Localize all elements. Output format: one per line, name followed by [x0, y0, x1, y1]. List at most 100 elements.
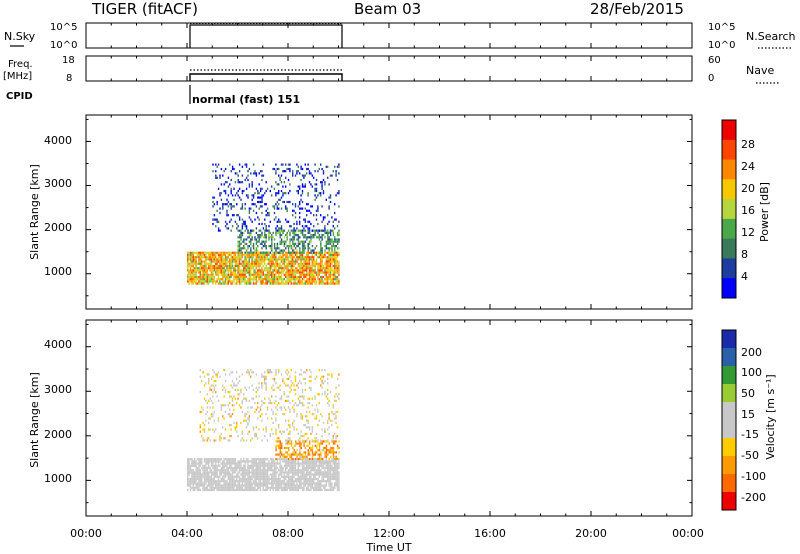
velocity-pixel — [224, 484, 227, 487]
power-pixel — [202, 282, 204, 285]
power-pixel — [194, 275, 196, 279]
power-pixel — [332, 229, 335, 232]
velocity-pixel — [240, 464, 242, 467]
power-pixel — [307, 280, 309, 283]
power-pixel — [331, 251, 333, 254]
power-pixel — [287, 280, 290, 283]
power-pixel — [332, 278, 334, 281]
power-pixel — [315, 209, 318, 212]
power-pixel — [296, 249, 298, 252]
power-pixel — [324, 249, 326, 252]
velocity-pixel — [188, 458, 190, 461]
power-pixel — [240, 249, 242, 252]
velocity-pixel — [201, 473, 203, 476]
power-pixel — [300, 194, 302, 197]
velocity-pixel — [307, 484, 309, 487]
velocity-pixel — [241, 480, 243, 483]
velocity-pixel — [241, 469, 243, 472]
velocity-pixel — [234, 466, 236, 470]
power-pixel — [276, 264, 278, 268]
power-pixel — [275, 282, 277, 285]
power-pixel — [212, 278, 214, 281]
power-pixel — [261, 258, 263, 261]
velocity-pixel — [269, 464, 271, 467]
power-pixel — [308, 258, 311, 261]
velocity-pixel — [243, 473, 245, 476]
power-pixel — [276, 271, 278, 274]
power-pixel — [255, 238, 258, 241]
power-pixel — [332, 273, 334, 276]
power-pixel — [216, 165, 218, 168]
power-pixel — [296, 267, 298, 270]
velocity-pixel — [337, 444, 339, 447]
nsky-panel: N.Sky 10^5 10^0 10^5 10^0 N.Search — [4, 22, 796, 51]
power-colorbar-segment — [722, 199, 736, 220]
power-pixel — [313, 251, 315, 254]
power-pixel — [255, 275, 257, 279]
power-pixel — [215, 251, 217, 254]
velocity-pixel — [332, 451, 335, 454]
velocity-pixel — [295, 440, 297, 443]
power-pixel — [303, 251, 305, 254]
power-pixel — [285, 280, 287, 283]
power-pixel — [273, 278, 276, 281]
power-pixel — [290, 256, 292, 259]
power-pixel — [329, 275, 332, 279]
power-pixel — [329, 229, 332, 232]
velocity-ytick-2000: 2000 — [44, 428, 72, 441]
power-pixel — [329, 282, 332, 285]
power-pixel — [203, 262, 206, 265]
velocity-pixel — [309, 440, 311, 443]
velocity-pixel — [311, 457, 314, 461]
power-pixel — [317, 251, 319, 254]
velocity-pixel — [279, 397, 281, 400]
power-pixel — [290, 245, 293, 248]
power-pixel — [229, 251, 231, 254]
velocity-pixel — [338, 466, 340, 470]
power-pixel — [250, 242, 252, 245]
velocity-pixel — [266, 408, 269, 411]
velocity-pixel — [328, 404, 330, 407]
velocity-pixel — [285, 464, 287, 467]
velocity-pixel — [255, 484, 257, 487]
power-pixel — [219, 256, 221, 259]
freq-label: Freq. — [8, 59, 33, 70]
power-pixel — [199, 280, 201, 283]
velocity-pixel — [290, 453, 293, 456]
velocity-pixel — [325, 475, 327, 478]
power-pixel — [279, 282, 281, 285]
velocity-pixel — [317, 457, 319, 461]
velocity-pixel — [275, 480, 277, 483]
power-pixel — [306, 236, 308, 239]
velocity-pixel — [250, 475, 252, 478]
velocity-pixel — [244, 475, 246, 478]
power-pixel — [304, 207, 306, 210]
power-pixel — [265, 225, 267, 228]
power-pixel — [248, 256, 250, 259]
power-pixel — [241, 174, 244, 177]
velocity-pixel — [321, 435, 323, 438]
power-pixel — [294, 273, 297, 276]
velocity-pixel — [320, 451, 322, 454]
velocity-pixel — [300, 473, 302, 476]
power-pixel — [192, 256, 194, 259]
power-pixel — [275, 278, 277, 281]
power-cb-tick-12: 12 — [741, 226, 755, 239]
power-pixel — [286, 273, 288, 276]
power-pixel — [264, 269, 266, 272]
velocity-pixel — [278, 484, 280, 487]
power-pixel — [266, 280, 269, 283]
velocity-pixel — [226, 486, 228, 489]
power-pixel — [336, 234, 339, 237]
velocity-pixel — [282, 460, 284, 463]
power-pixel — [332, 251, 334, 254]
power-pixel — [248, 262, 250, 265]
power-pixel — [264, 251, 266, 254]
velocity-pixel — [192, 473, 194, 476]
velocity-pixel — [294, 371, 297, 374]
velocity-pixel — [187, 480, 189, 483]
power-pixel — [324, 231, 326, 234]
power-pixel — [318, 236, 321, 239]
velocity-pixel — [271, 477, 273, 481]
power-pixel — [294, 271, 297, 274]
